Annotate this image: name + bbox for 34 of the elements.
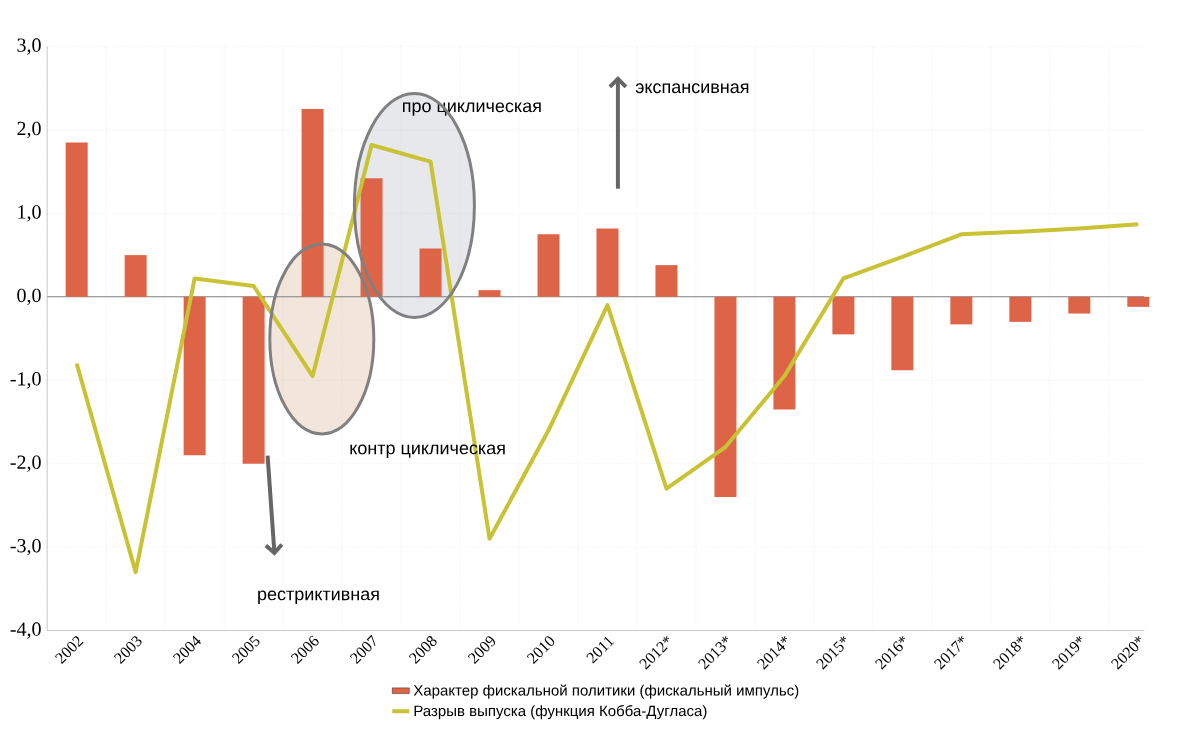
bar (773, 296, 796, 410)
bar (950, 296, 973, 325)
y-tick-label: -2,0 (10, 455, 41, 472)
bar (124, 255, 147, 297)
bar (419, 248, 442, 297)
y-tick-label: 1,0 (18, 205, 41, 222)
y-tick-label: 3,0 (17, 38, 41, 55)
x-tick-label: 2011 (586, 636, 615, 664)
bar (183, 296, 206, 456)
legend-label: Разрыв выпуска (функция Кобба-Дугласа) (414, 705, 707, 720)
bar (714, 296, 737, 498)
annotation: про циклическая (402, 102, 541, 116)
bar (360, 178, 383, 297)
line-series (74, 143, 1141, 575)
y-tick-label: -4,0 (10, 622, 41, 639)
y-tick-label: 0,0 (17, 288, 41, 306)
bar (537, 234, 560, 297)
bar (242, 296, 265, 464)
bar (65, 142, 88, 297)
legend-label: Характер фискальной политики (фискальный импульс) (413, 684, 799, 699)
bar (891, 296, 914, 371)
bar (478, 290, 501, 297)
bar (832, 296, 855, 335)
y-tick-label: -1,0 (10, 372, 41, 389)
bar (301, 109, 324, 297)
annotation: рестриктивная (258, 590, 379, 604)
bar (596, 228, 619, 297)
annotation: экспансивная (635, 83, 749, 94)
y-tick-label: -3,0 (10, 538, 41, 556)
bar (1068, 296, 1091, 314)
bar (1009, 296, 1032, 322)
y-tick-label: 2,0 (17, 121, 41, 139)
bar (655, 265, 678, 297)
bar (1127, 296, 1150, 307)
